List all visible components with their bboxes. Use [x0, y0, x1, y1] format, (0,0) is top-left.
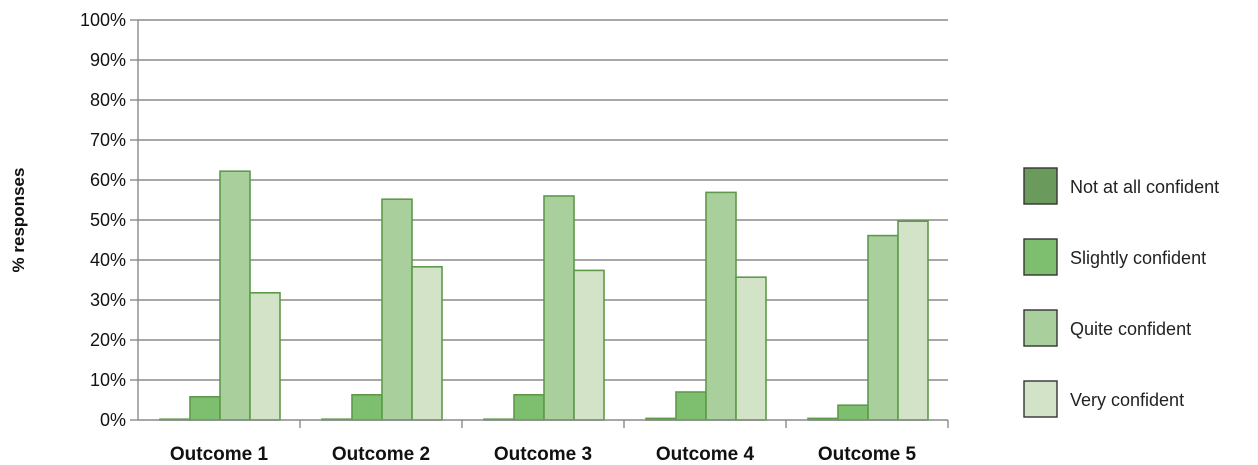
- legend-label: Quite confident: [1070, 319, 1191, 339]
- bar-slightly-confident-2: [351, 393, 383, 421]
- bar-slightly-confident-1: [189, 395, 221, 421]
- bar-very-confident-3: [573, 269, 605, 421]
- y-tick-label: 30%: [90, 290, 126, 310]
- bar-slightly-confident-5: [837, 404, 869, 421]
- y-tick-label: 10%: [90, 370, 126, 390]
- x-category-label: Outcome 5: [818, 444, 917, 465]
- x-category-label: Outcome 2: [332, 444, 430, 465]
- y-tick-label: 80%: [90, 90, 126, 110]
- bar-quite-confident-1: [219, 170, 251, 421]
- bar-slightly-confident-3: [513, 393, 545, 421]
- bar-quite-confident-3: [543, 195, 575, 421]
- legend-swatch: [1023, 309, 1058, 347]
- bar-quite-confident-4: [705, 191, 737, 421]
- bar-very-confident-4: [735, 276, 767, 421]
- legend-label: Very confident: [1070, 390, 1184, 410]
- legend-label: Not at all confident: [1070, 177, 1219, 197]
- y-tick-label: 20%: [90, 330, 126, 350]
- bar-very-confident-1: [249, 291, 281, 421]
- legend-swatch: [1023, 238, 1058, 276]
- bar-quite-confident-2: [381, 198, 413, 421]
- x-category-label: Outcome 3: [494, 444, 592, 465]
- y-tick-label: 50%: [90, 210, 126, 230]
- y-tick-label: 100%: [80, 10, 126, 30]
- y-tick-label: 60%: [90, 170, 126, 190]
- bars: [159, 170, 929, 421]
- y-axis-label: % responses: [9, 168, 28, 273]
- legend-label: Slightly confident: [1070, 248, 1206, 268]
- category-labels: Outcome 1 Outcome 2 Outcome 3 Outcome 4 Outc…: [170, 444, 917, 465]
- y-tick-label: 0%: [100, 410, 126, 430]
- x-category-label: Outcome 1: [170, 444, 269, 465]
- y-tick-labels: 0% 10% 20% 30% 40% 50% 60% 70% 80% 90% 100%: [80, 10, 126, 430]
- bar-very-confident-5: [897, 220, 929, 421]
- bar-quite-confident-5: [867, 234, 899, 421]
- y-tick-label: 90%: [90, 50, 126, 70]
- y-tick-label: 40%: [90, 250, 126, 270]
- legend-swatch: [1023, 380, 1058, 418]
- bar-slightly-confident-4: [675, 391, 707, 421]
- y-tick-label: 70%: [90, 130, 126, 150]
- legend-swatch: [1023, 167, 1058, 205]
- legend: Not at all confident Slightly confident Qu…: [1023, 167, 1219, 418]
- axes: [130, 19, 949, 428]
- x-category-label: Outcome 4: [656, 444, 755, 465]
- bar-very-confident-2: [411, 265, 443, 421]
